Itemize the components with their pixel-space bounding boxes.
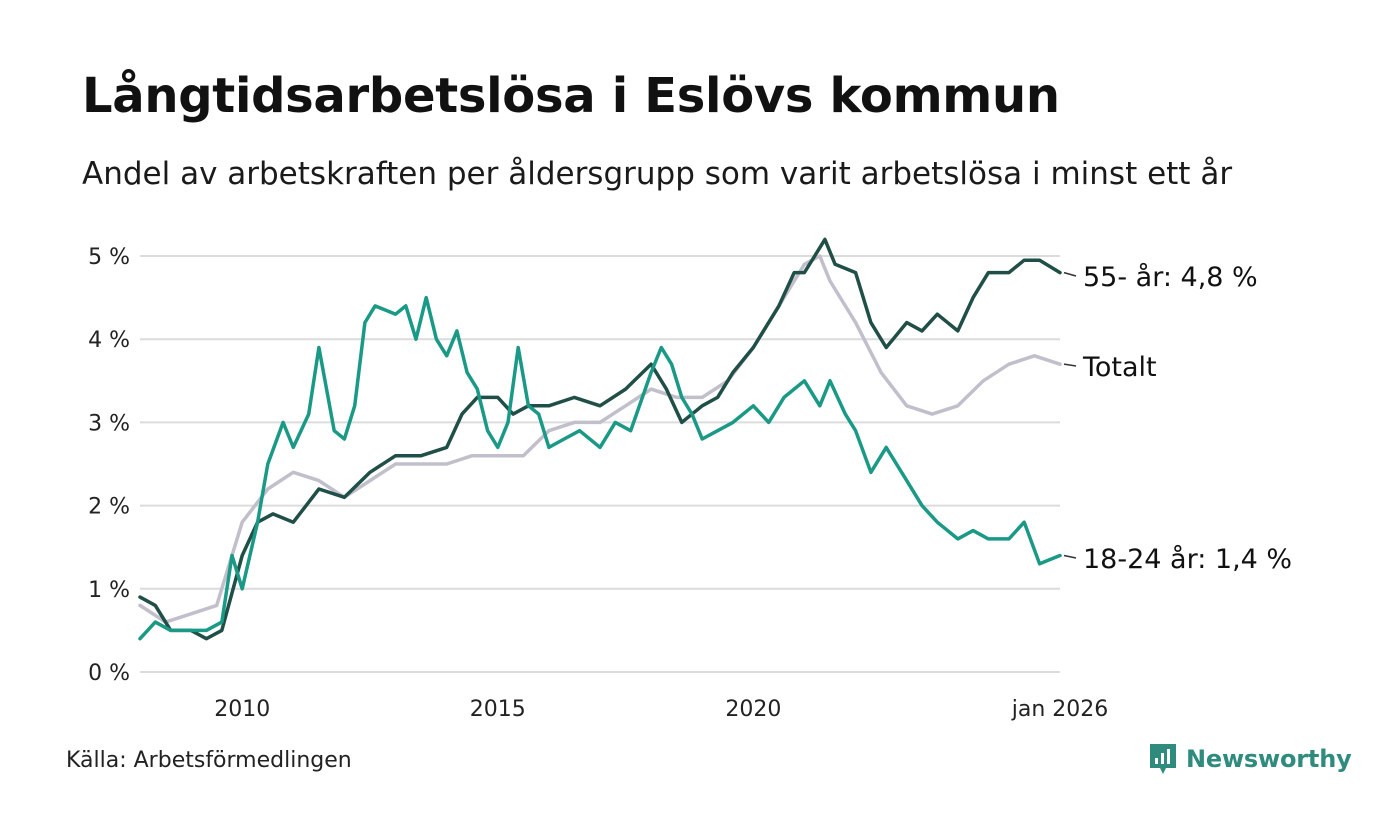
y-tick-label: 3 % <box>88 411 130 436</box>
x-tick-label: 2015 <box>470 697 526 722</box>
series-end-label: 18-24 år: 1,4 % <box>1083 544 1292 575</box>
series-label-leader <box>1063 363 1077 367</box>
x-tick-label: 2010 <box>214 697 270 722</box>
source-note: Källa: Arbetsförmedlingen <box>66 748 352 773</box>
y-tick-label: 4 % <box>88 328 130 353</box>
y-tick-label: 1 % <box>88 578 130 603</box>
series-end-label: Totalt <box>1082 352 1157 383</box>
x-tick-label: jan 2026 <box>1011 697 1109 722</box>
x-tick-label: 2020 <box>725 697 781 722</box>
y-tick-label: 2 % <box>88 495 130 520</box>
brand-name: Newsworthy <box>1186 745 1352 773</box>
bar-chart-icon <box>1150 744 1176 774</box>
y-tick-label: 0 % <box>88 661 130 686</box>
chart-subtitle: Andel av arbetskraften per åldersgrupp s… <box>82 156 1233 192</box>
brand-logo: Newsworthy <box>1148 742 1352 776</box>
chart-title: Långtidsarbetslösa i Eslövs kommun <box>82 68 1060 124</box>
series-label-leader <box>1063 271 1077 277</box>
series-label-leader <box>1063 554 1077 559</box>
series-line-55-r <box>138 237 1062 641</box>
series-line-totalt <box>138 254 1062 624</box>
series-end-label: 55- år: 4,8 % <box>1083 262 1258 293</box>
series-line-18-24-r <box>138 295 1062 641</box>
y-tick-label: 5 % <box>88 245 130 270</box>
